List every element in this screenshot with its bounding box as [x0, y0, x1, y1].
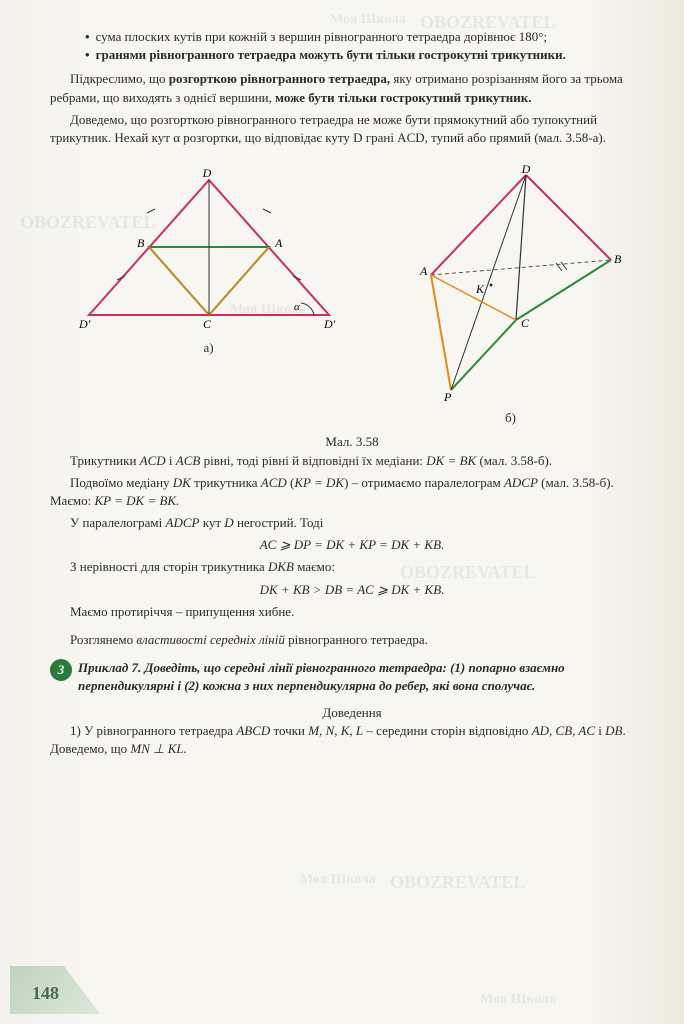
svg-text:C: C	[521, 316, 530, 330]
bullet-text: гранями рівногранного тетраедра можуть б…	[96, 46, 566, 64]
svg-text:B: B	[614, 252, 622, 266]
svg-text:α: α	[294, 301, 300, 313]
paragraph: Маємо протиріччя – припущення хибне.	[50, 603, 654, 621]
watermark: Моя Школа	[480, 990, 556, 1010]
bullet-item: • гранями рівногранного тетраедра можуть…	[50, 46, 654, 64]
bullet-item: • сума плоских кутів при кожній з вершин…	[50, 28, 654, 46]
paragraph: З нерівності для сторін трикутника DKB м…	[50, 558, 654, 576]
paragraph: Трикутники ACD і ACB рівні, тоді рівні й…	[50, 452, 654, 470]
figure-a: D B A C D′ D′ α а)	[79, 165, 339, 427]
svg-text:D: D	[520, 165, 530, 176]
svg-text:B: B	[137, 236, 145, 250]
watermark: Моя Школа	[300, 870, 376, 890]
example-block: З Приклад 7. Доведіть, що середні лінії …	[50, 659, 654, 695]
bullet-icon: •	[85, 46, 90, 64]
paragraph: 1) У рівногранного тетраедра ABCD точки …	[50, 722, 654, 758]
watermark: OBOZREVATEL	[390, 870, 525, 895]
figure-b: D A B C K P б)	[396, 165, 626, 427]
paragraph: Подвоїмо медіану DK трикутника ACD (KP =…	[50, 474, 654, 510]
svg-text:D′: D′	[323, 317, 336, 331]
formula: DK + KB > DB = AC ⩾ DK + KB.	[50, 581, 654, 599]
formula: AC ⩾ DP = DK + KP = DK + KB.	[50, 536, 654, 554]
paragraph: Підкреслимо, що розгорткою рівногранного…	[50, 70, 654, 106]
figure-a-label: а)	[79, 339, 339, 357]
svg-text:K: K	[475, 282, 485, 296]
page-number: 148	[32, 981, 59, 1006]
paragraph: У паралелограмі ADCP кут D негострий. То…	[50, 514, 654, 532]
example-text: Приклад 7. Доведіть, що середні лінії рі…	[78, 659, 654, 695]
paragraph: Доведемо, що розгорткою рівногранного те…	[50, 111, 654, 147]
triangle-diagram-icon: D B A C D′ D′ α	[79, 165, 339, 335]
paragraph: Розглянемо властивості середніх ліній рі…	[50, 631, 654, 649]
textbook-page: OBOZREVATEL Моя Школа OBOZREVATEL Моя Шк…	[0, 0, 684, 1024]
watermark: Моя Школа	[330, 10, 406, 30]
svg-text:D: D	[201, 166, 211, 180]
bullet-text: сума плоских кутів при кожній з вершин р…	[96, 28, 548, 46]
bullet-icon: •	[85, 28, 90, 46]
proof-heading: Доведення	[50, 704, 654, 722]
figure-row: D B A C D′ D′ α а)	[50, 165, 654, 427]
svg-text:P: P	[443, 390, 452, 404]
svg-text:A: A	[419, 264, 428, 278]
figure-caption: Мал. 3.58	[50, 433, 654, 451]
bold-text: розгорткою рівногранного тетраедра,	[169, 71, 390, 86]
figure-b-label: б)	[396, 409, 626, 427]
bullet-list: • сума плоских кутів при кожній з вершин…	[50, 28, 654, 64]
svg-text:C: C	[202, 317, 211, 331]
bold-text: може бути тільки гострокутний трикутник.	[275, 90, 531, 105]
svg-text:D′: D′	[79, 317, 91, 331]
circled-letter-icon: З	[50, 659, 72, 681]
svg-text:A: A	[274, 236, 283, 250]
tetrahedron-diagram-icon: D A B C K P	[396, 165, 626, 405]
